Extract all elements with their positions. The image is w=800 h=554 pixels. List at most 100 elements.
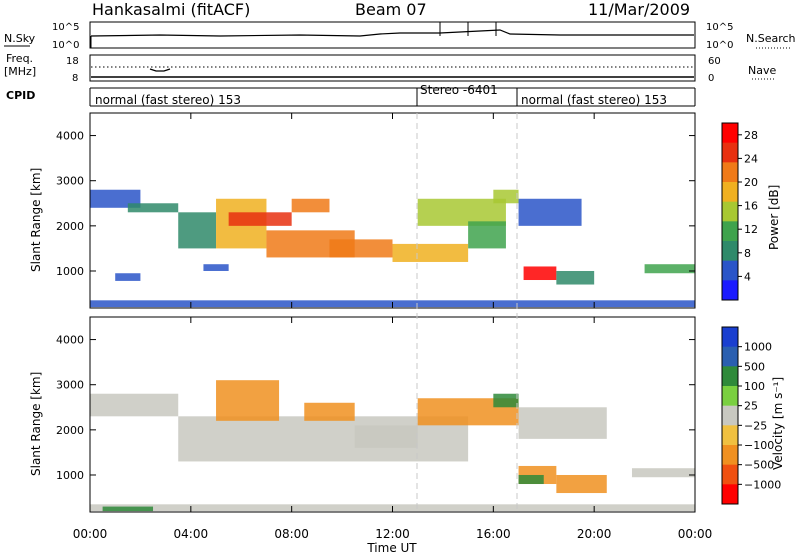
power-colorbar: 4 8 12 16 20 24 28 — [721, 122, 758, 301]
colorbar-tick-label: 20 — [744, 176, 758, 189]
colorbar-swatch — [722, 162, 738, 183]
echo-region — [631, 468, 695, 478]
colorbar-tick-label: 24 — [744, 152, 758, 165]
echo-region — [518, 407, 607, 439]
station-title: Hankasalmi (fitACF) — [92, 0, 250, 19]
colorbar-tick-label: 16 — [744, 200, 758, 213]
x-tick-label: 00:00 — [73, 527, 108, 541]
x-tick-label: 08:00 — [274, 527, 309, 541]
colorbar-swatch — [722, 201, 738, 222]
colorbar-swatch — [722, 386, 738, 407]
date-title: 11/Mar/2009 — [588, 0, 690, 19]
beam-title: Beam 07 — [355, 0, 427, 19]
nsky-left-label: N.Sky — [4, 32, 36, 45]
colorbar-tick-label: 8 — [744, 247, 751, 260]
power-colorbar-label: Power [dB] — [767, 185, 781, 250]
colorbar-swatch — [722, 346, 738, 367]
power-plot-background — [90, 113, 695, 308]
freq-label-line1: Freq. — [6, 52, 33, 65]
x-tick-label: 00:00 — [678, 527, 713, 541]
colorbar-swatch — [722, 445, 738, 466]
echo-region — [304, 402, 355, 421]
colorbar-swatch — [722, 425, 738, 446]
colorbar-swatch — [722, 142, 738, 163]
cpid-segment-1: normal (fast stereo) 153 — [95, 93, 241, 107]
velocity-colorbar-label: Velocity [m s⁻¹] — [771, 377, 785, 470]
nsky-panel-frame — [89, 21, 696, 49]
y-tick-label: 2000 — [56, 424, 84, 437]
echo-region — [518, 198, 582, 226]
echo-region — [493, 393, 519, 408]
echo-region — [90, 393, 179, 417]
nsky-right-label: N.Search — [746, 32, 796, 45]
y-tick-label: 3000 — [56, 175, 84, 188]
freq-panel-frame — [89, 54, 696, 82]
echo-region — [392, 243, 469, 262]
colorbar-swatch — [722, 182, 738, 203]
velocity-yticks: 1000 2000 3000 4000 — [56, 334, 695, 482]
colorbar-tick-label: 12 — [744, 223, 758, 236]
echo-region — [178, 212, 217, 249]
x-axis-ticks: 00:00 04:00 08:00 12:00 16:00 20:00 00:00 — [73, 113, 713, 541]
colorbar-tick-label: 100 — [744, 380, 765, 393]
freq-tick-bottom: 8 — [72, 73, 78, 84]
echo-region — [556, 270, 595, 285]
colorbar-swatch — [722, 123, 738, 144]
echo-region — [644, 264, 695, 274]
echo-region — [493, 189, 519, 204]
echo-region — [468, 221, 506, 249]
y-tick-label: 2000 — [56, 220, 84, 233]
colorbar-tick-label: 28 — [744, 129, 758, 142]
power-ylabel: Slant Range [km] — [29, 168, 43, 272]
velocity-colorbar: 1000 500 100 25 −25 −100 −500 −1000 — [721, 326, 781, 505]
x-tick-label: 20:00 — [577, 527, 612, 541]
y-tick-label: 1000 — [56, 265, 84, 278]
echo-region — [354, 425, 418, 448]
echo-region — [329, 239, 393, 258]
nsky-right-tick-bottom: 10^0 — [706, 40, 733, 51]
y-tick-label: 1000 — [56, 469, 84, 482]
colorbar-frame — [721, 122, 739, 301]
colorbar-tick-label: 500 — [744, 360, 765, 373]
freq-right-tick-bottom: 0 — [708, 73, 714, 84]
colorbar-swatch — [722, 327, 738, 348]
colorbar-swatch — [722, 366, 738, 387]
echo-region — [523, 266, 557, 281]
echo-region — [556, 474, 607, 494]
freq-label-line2: [MHz] — [4, 65, 36, 78]
x-tick-label: 16:00 — [476, 527, 511, 541]
colorbar-tick-label: −1000 — [744, 478, 781, 491]
y-tick-label: 4000 — [56, 130, 84, 143]
velocity-panel: 1000 2000 3000 4000 Slant Range [km] 1000 50… — [29, 316, 785, 513]
freq-tick-top: 18 — [66, 56, 79, 67]
x-tick-label: 04:00 — [174, 527, 209, 541]
velocity-ylabel: Slant Range [km] — [29, 372, 43, 476]
colorbar-tick-label: 4 — [744, 270, 751, 283]
nsky-trace — [90, 29, 694, 37]
colorbar-swatch — [722, 241, 738, 262]
nsky-left-tick-top: 10^5 — [52, 22, 79, 33]
y-tick-label: 4000 — [56, 334, 84, 347]
cpid-segment-2: Stereo -6401 — [420, 83, 498, 97]
echo-region — [127, 203, 179, 213]
echo-region — [291, 198, 330, 213]
echo-region — [102, 506, 154, 512]
echo-region — [216, 380, 280, 421]
cpid-segment-3: normal (fast stereo) 153 — [521, 93, 667, 107]
colorbar-swatch — [722, 280, 738, 301]
echo-region — [203, 264, 229, 271]
cpid-label: CPID — [6, 89, 35, 102]
echo-region — [115, 273, 141, 281]
y-tick-label: 3000 — [56, 379, 84, 392]
nsky-right-tick-top: 10^5 — [706, 22, 733, 33]
colorbar-tick-label: 1000 — [744, 341, 772, 354]
colorbar-tick-label: −100 — [744, 439, 774, 452]
colorbar-tick-label: −25 — [744, 419, 767, 432]
colorbar-swatch — [722, 464, 738, 485]
colorbar-swatch — [722, 221, 738, 242]
echo-region — [228, 212, 292, 226]
nave-label: Nave — [748, 64, 776, 77]
power-yticks: 1000 2000 3000 4000 — [56, 130, 695, 278]
x-axis-label: Time UT — [366, 541, 417, 554]
